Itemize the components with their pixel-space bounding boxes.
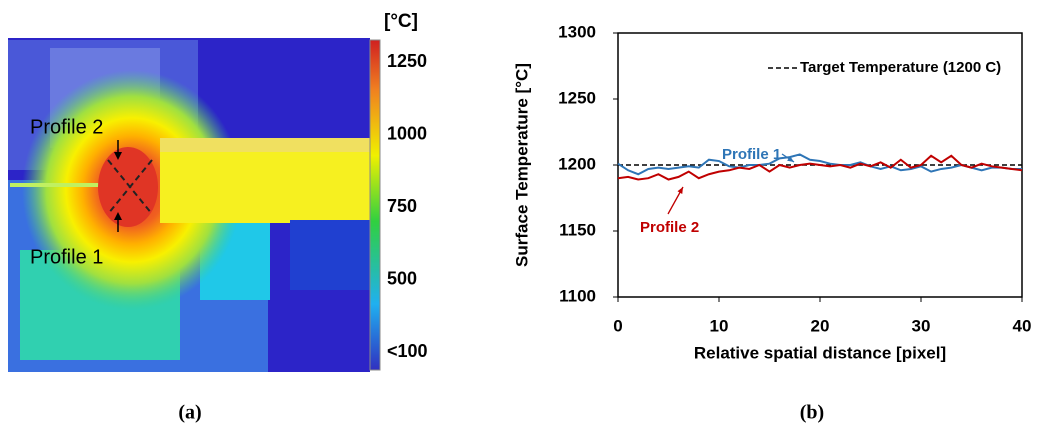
annotation-arrowhead: [787, 156, 794, 162]
colorbar-label: 750: [387, 196, 417, 216]
colorbar-label: 1000: [387, 123, 427, 143]
colorbar-unit: [°C]: [384, 11, 418, 32]
x-tick-label: 40: [1013, 316, 1032, 335]
y-axis-label: Surface Temperature [°C]: [512, 63, 531, 267]
y-tick-label: 1300: [558, 22, 596, 41]
y-tick-label: 1150: [559, 220, 596, 239]
x-tick-label: 30: [912, 316, 931, 335]
data-line: [617, 153, 1022, 176]
x-tick-label: 10: [710, 316, 729, 335]
legend-label: Target Temperature (1200 C): [800, 59, 1001, 76]
x-tick-label: 0: [613, 316, 622, 335]
annotation-arrowhead: [677, 187, 683, 194]
image-label: Profile 2: [30, 116, 103, 138]
y-tick-label: 1200: [558, 154, 596, 173]
colorbar-label: 500: [387, 268, 417, 288]
colorbar-label: <100: [387, 341, 428, 361]
y-tick-label: 1250: [558, 88, 596, 107]
image-label: Profile 1: [30, 246, 103, 268]
data-line: [617, 154, 1023, 181]
x-axis-label: Relative spatial distance [pixel]: [694, 343, 946, 362]
thermal-image: [8, 38, 381, 372]
series-label: Profile 2: [640, 219, 699, 236]
caption: (b): [800, 402, 824, 424]
colorbar-label: 1250: [387, 51, 427, 71]
x-tick-label: 20: [811, 316, 830, 335]
series-label: Profile 1: [722, 146, 781, 163]
y-tick-label: 1100: [559, 286, 596, 305]
caption: (a): [178, 402, 201, 424]
